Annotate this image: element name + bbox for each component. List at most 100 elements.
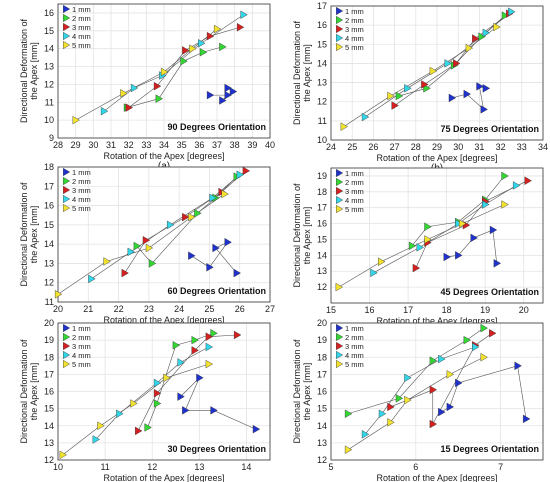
data-point <box>361 430 370 439</box>
data-point <box>116 409 124 419</box>
y-tick-label: 18 <box>44 162 54 172</box>
data-point <box>458 219 467 228</box>
x-tick-label: 23 <box>144 304 154 314</box>
data-point <box>493 22 501 32</box>
y-axis-label-line: the Apex [mm] <box>29 206 39 264</box>
data-point <box>145 243 154 253</box>
chart-panel-f: 5 6 7 12 13 14 15 16 17 18 19 20 1 mm2 mm3 mm4 mm5 m… <box>292 318 544 482</box>
legend-label: 1 mm <box>345 324 364 333</box>
data-point <box>501 200 509 209</box>
data-point <box>182 46 190 55</box>
legend-label: 4 mm <box>345 196 364 205</box>
data-point <box>482 28 491 38</box>
y-tick-label: 19 <box>317 171 327 181</box>
y-tick-label: 12 <box>317 282 327 292</box>
legend-label: 1 mm <box>345 7 364 16</box>
data-point <box>135 426 143 436</box>
data-point <box>424 235 432 244</box>
y-tick-label: 13 <box>317 78 327 88</box>
data-point <box>524 176 532 185</box>
data-point <box>224 90 232 100</box>
y-tick-label: 17 <box>317 369 327 379</box>
data-point <box>493 259 502 268</box>
legend-label: 1 mm <box>72 324 91 333</box>
data-point <box>177 392 185 401</box>
data-point <box>522 414 531 424</box>
y-tick-label: 20 <box>44 318 54 328</box>
data-point <box>412 263 421 273</box>
y-tick-label: 17 <box>44 369 54 379</box>
legend-label: 2 mm <box>345 16 364 25</box>
data-point <box>72 115 80 125</box>
y-tick-label: 12 <box>44 278 54 288</box>
legend-label: 4 mm <box>345 351 364 360</box>
y-axis-label-line: the Apex [mm] <box>302 44 312 102</box>
x-tick-label: 27 <box>265 304 275 314</box>
legend-label: 3 mm <box>345 25 364 34</box>
data-point <box>166 220 175 230</box>
plot-frame <box>330 5 544 141</box>
data-point <box>153 81 162 91</box>
data-point <box>455 378 463 388</box>
x-tick-label: 37 <box>212 140 222 150</box>
y-axis-label: Directional Deformation ofthe Apex [mm] <box>292 339 312 444</box>
legend-label: 4 mm <box>72 195 91 204</box>
y-tick-label: 15 <box>317 404 327 414</box>
x-tick-label: 11 <box>100 462 109 472</box>
y-tick-label: 17 <box>317 203 327 213</box>
legend-label: 2 mm <box>72 14 91 23</box>
data-point <box>387 418 395 427</box>
y-tick-label: 16 <box>317 387 327 397</box>
data-point <box>194 209 202 218</box>
orientation-annotation: 30 Degrees Orientation <box>167 444 266 454</box>
y-tick-label: 12 <box>317 97 327 107</box>
x-axis-label: Rotation of the Apex [degrees] <box>376 153 497 163</box>
x-tick-label: 39 <box>247 140 257 150</box>
data-point <box>444 59 452 68</box>
data-point <box>198 39 206 48</box>
legend-marker <box>63 350 71 360</box>
data-point <box>196 373 204 383</box>
data-point <box>240 10 248 19</box>
data-point <box>387 91 395 101</box>
data-point <box>252 424 261 434</box>
y-tick-label: 16 <box>44 387 54 397</box>
y-tick-label: 15 <box>44 26 54 36</box>
data-point <box>54 290 63 299</box>
data-point <box>210 406 218 415</box>
data-point <box>429 419 438 429</box>
y-axis-label-line: Directional Deformation of <box>19 182 29 287</box>
x-axis-label: Rotation of the Apex [degrees] <box>103 315 224 325</box>
x-tick-label: 35 <box>177 140 187 150</box>
legend-marker <box>63 13 71 23</box>
y-axis-label-line: Directional Deformation of <box>19 18 29 123</box>
legend-label: 2 mm <box>345 178 364 187</box>
chart-panel-b: 24 25 26 27 28 29 30 31 32 33 34 10 11 12 13 14 15 16 17 1 … <box>292 1 548 174</box>
data-point <box>404 395 412 405</box>
legend-marker <box>336 359 344 369</box>
y-tick-label: 19 <box>317 335 327 345</box>
data-point <box>125 103 133 112</box>
data-point <box>482 84 491 93</box>
x-tick-label: 33 <box>517 142 527 152</box>
orientation-annotation: 75 Degrees Orientation <box>440 124 539 134</box>
y-tick-label: 12 <box>44 79 54 89</box>
data-point <box>205 332 214 341</box>
data-point <box>153 399 162 408</box>
y-tick-label: 14 <box>44 239 54 249</box>
data-point <box>478 32 486 41</box>
y-tick-label: 11 <box>45 97 54 107</box>
data-point <box>489 225 498 235</box>
legend-marker <box>63 167 71 177</box>
data-point <box>480 323 488 333</box>
y-tick-label: 14 <box>44 421 54 431</box>
data-point <box>378 257 386 266</box>
legend-marker <box>336 323 344 333</box>
data-point <box>188 251 196 260</box>
x-tick-label: 13 <box>194 462 204 472</box>
legend-label: 1 mm <box>72 168 91 177</box>
legend-label: 4 mm <box>345 34 364 43</box>
x-tick-label: 25 <box>204 304 214 314</box>
data-point <box>206 31 215 41</box>
x-tick-label: 19 <box>480 305 490 315</box>
